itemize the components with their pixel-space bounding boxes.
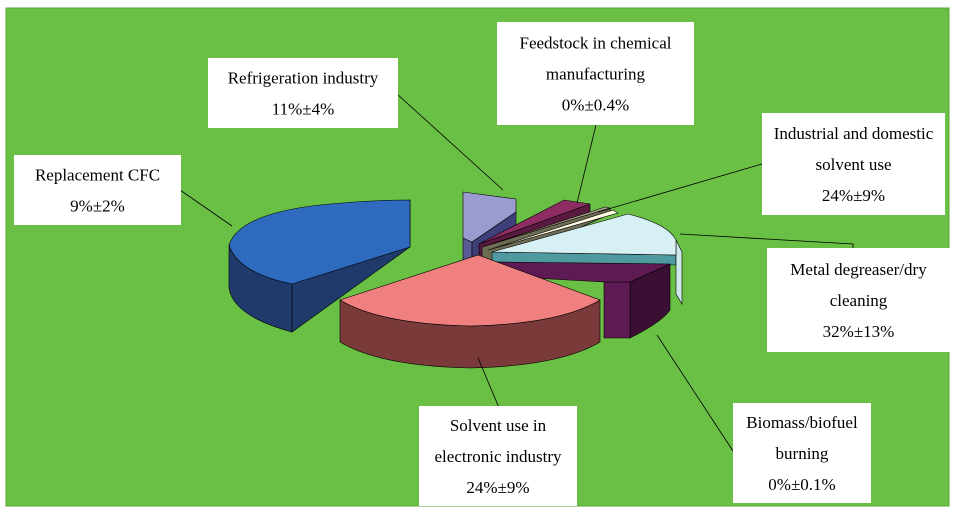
label-text-industrial-0: Industrial and domestic bbox=[774, 124, 934, 143]
label-text-refrigeration-0: Refrigeration industry bbox=[228, 69, 379, 88]
label-text-solvent-electronic-2: 24%±9% bbox=[466, 478, 529, 497]
pie-group bbox=[228, 191, 683, 369]
label-box-metal-degreaser bbox=[767, 248, 950, 352]
slice-side-biomass-front bbox=[603, 281, 631, 339]
slice-top-industrial bbox=[481, 206, 611, 248]
label-box-refrigeration bbox=[208, 58, 398, 128]
slice-side-metal-degreaser-right bbox=[675, 239, 683, 306]
label-metal-degreaser: Metal degreaser/dry cleaning 32%±13% bbox=[767, 248, 950, 352]
label-text-industrial-2: 24%±9% bbox=[822, 186, 885, 205]
label-text-biomass-0: Biomass/biofuel bbox=[746, 413, 858, 432]
labels: Replacement CFC 9%±2% Refrigeration indust… bbox=[14, 22, 950, 506]
label-industrial: Industrial and domestic solvent use 24%±9% bbox=[762, 113, 945, 215]
label-box-biomass bbox=[733, 403, 871, 503]
label-text-replacement-cfc-1: 9%±2% bbox=[70, 197, 125, 216]
label-text-metal-degreaser-0: Metal degreaser/dry bbox=[790, 260, 927, 279]
label-text-biomass-1: burning bbox=[776, 444, 829, 463]
label-text-solvent-electronic-1: electronic industry bbox=[435, 447, 562, 466]
label-text-metal-degreaser-2: 32%±13% bbox=[823, 322, 895, 341]
label-solvent-electronic: Solvent use in electronic industry 24%±9% bbox=[419, 406, 577, 506]
label-text-biomass-2: 0%±0.1% bbox=[768, 475, 835, 494]
label-refrigeration: Refrigeration industry 11%±4% bbox=[208, 58, 398, 128]
label-box-industrial bbox=[762, 113, 945, 215]
label-text-refrigeration-1: 11%±4% bbox=[272, 100, 335, 119]
label-text-feedstock-2: 0%±0.4% bbox=[562, 96, 629, 115]
slice-top-replacement-cfc bbox=[228, 199, 411, 285]
slice-top-solvent-electronic bbox=[339, 254, 601, 327]
label-biomass: Biomass/biofuel burning 0%±0.1% bbox=[733, 403, 871, 503]
label-text-metal-degreaser-1: cleaning bbox=[830, 291, 888, 310]
slice-side-biomass bbox=[629, 263, 671, 339]
leader-industrial bbox=[597, 163, 763, 213]
label-text-feedstock-0: Feedstock in chemical bbox=[519, 34, 671, 53]
label-text-industrial-1: solvent use bbox=[815, 155, 891, 174]
label-replacement-cfc: Replacement CFC 9%±2% bbox=[14, 155, 181, 225]
slice-top-refrigeration bbox=[462, 191, 517, 243]
label-box-replacement-cfc bbox=[14, 155, 181, 225]
label-box-feedstock bbox=[497, 22, 694, 125]
label-feedstock: Feedstock in chemical manufacturing 0%±0.4… bbox=[497, 22, 694, 125]
label-text-solvent-electronic-0: Solvent use in bbox=[450, 416, 547, 435]
label-text-replacement-cfc-0: Replacement CFC bbox=[35, 166, 160, 185]
leader-biomass bbox=[656, 334, 734, 452]
label-text-feedstock-1: manufacturing bbox=[546, 65, 646, 84]
leader-feedstock bbox=[576, 124, 597, 204]
slice-top-sliver bbox=[487, 209, 619, 251]
slice-top-metal-degreaser bbox=[491, 213, 677, 256]
leader-replacement-cfc bbox=[179, 189, 233, 227]
leader-refrigeration bbox=[396, 93, 504, 191]
label-box-solvent-electronic bbox=[419, 406, 577, 506]
leader-solvent-electronic bbox=[477, 357, 501, 411]
